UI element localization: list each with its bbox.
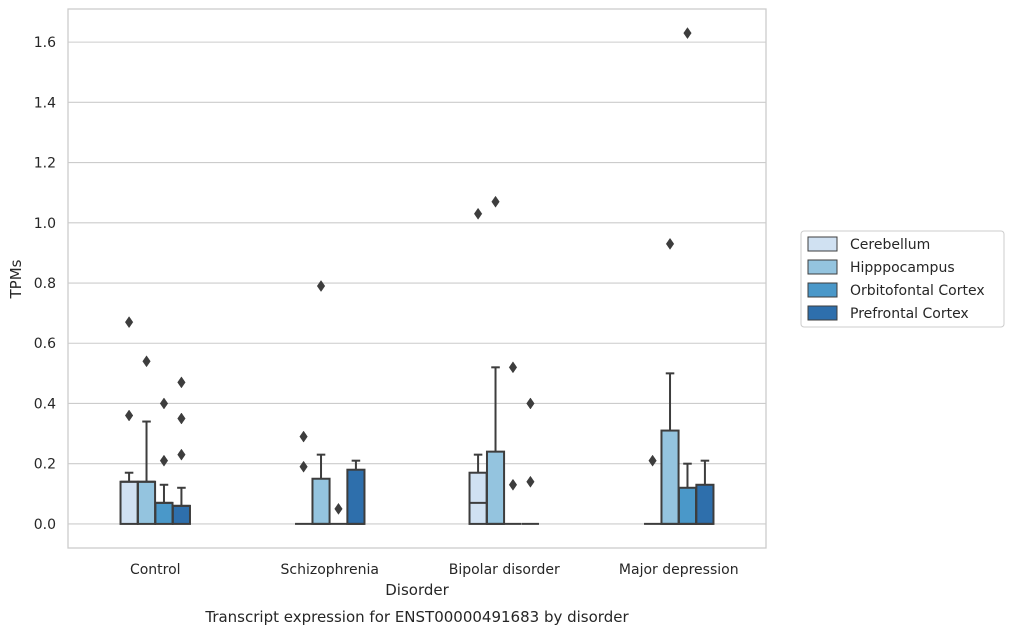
outlier-point	[159, 454, 169, 467]
legend-label: Prefrontal Cortex	[850, 306, 969, 322]
x-tick-label: Major depression	[619, 562, 739, 578]
box-plot	[119, 316, 139, 525]
box-plot	[468, 207, 488, 525]
outlier-point	[142, 355, 151, 368]
y-tick-label: 0.0	[34, 517, 56, 533]
legend-swatch	[807, 305, 838, 321]
legend-label: Orbitofontal Cortex	[850, 283, 985, 299]
y-tick-label: 0.8	[34, 276, 56, 292]
outlier-point	[124, 316, 134, 329]
box	[311, 477, 331, 525]
outlier-point	[491, 195, 500, 208]
outlier-point	[473, 207, 483, 220]
legend-swatch	[807, 282, 838, 298]
outlier-point	[526, 475, 535, 488]
outlier-point	[648, 454, 657, 467]
box-plot	[485, 195, 506, 525]
x-tick-label: Control	[130, 562, 181, 578]
y-tick-label: 1.2	[34, 156, 56, 172]
box	[136, 480, 157, 525]
outlier-point	[124, 409, 134, 422]
legend-label: Hipppocampus	[850, 260, 955, 276]
grid-lines	[68, 41, 766, 525]
outlier-point	[299, 460, 308, 473]
plot-area-frame	[67, 8, 767, 549]
legend-label: Cerebellum	[850, 237, 930, 253]
box-plot	[644, 454, 662, 525]
plot-boxes	[119, 27, 715, 525]
outlier-point	[177, 376, 186, 389]
outlier-point	[316, 280, 326, 292]
y-tick-label: 0.4	[34, 396, 56, 412]
box-plot	[329, 502, 348, 525]
box-plot	[171, 376, 191, 525]
y-tick-label: 1.6	[34, 35, 56, 51]
box	[468, 471, 488, 525]
outlier-point	[508, 361, 518, 374]
box	[695, 483, 715, 525]
chart-title: Transcript expression for ENST0000049168…	[204, 608, 629, 626]
box-plot	[521, 397, 539, 525]
box	[154, 501, 174, 525]
legend: Cerebellum Hipppocampus Orbitofontal Corte…	[800, 230, 1005, 328]
box-plot	[136, 355, 157, 525]
outlier-point	[177, 412, 186, 425]
x-axis-title: Disorder	[385, 581, 449, 599]
outlier-point	[299, 430, 308, 443]
y-tick-labels: 0.0 0.2 0.4 0.6 0.8 1.0 1.2 1.4 1.6	[34, 35, 56, 533]
y-tick-label: 1.4	[34, 95, 56, 111]
box-plot	[504, 361, 522, 525]
outlier-point	[177, 448, 186, 461]
x-tick-label: Schizophrenia	[281, 562, 379, 578]
y-tick-label: 0.6	[34, 336, 56, 352]
box-plot	[311, 280, 331, 525]
outlier-point	[159, 397, 169, 410]
box	[171, 504, 191, 525]
box-plot	[677, 27, 698, 525]
x-tick-label: Bipolar disorder	[449, 562, 560, 578]
outlier-point	[683, 27, 692, 40]
box-plot	[660, 237, 680, 525]
box	[677, 486, 698, 525]
box-plot	[346, 459, 366, 525]
box	[660, 429, 680, 525]
outlier-point	[526, 397, 535, 410]
box-plot	[295, 430, 313, 525]
legend-swatch	[807, 236, 838, 252]
box	[346, 468, 366, 525]
box-plot	[695, 459, 715, 525]
outlier-point	[508, 478, 518, 491]
outlier-point	[665, 237, 675, 250]
y-axis-title: TPMs	[7, 259, 25, 299]
x-tick-labels: Control Schizophrenia Bipolar disorder Majo…	[130, 562, 739, 578]
box-plot	[154, 397, 174, 525]
box	[485, 450, 506, 525]
legend-swatch	[807, 259, 838, 275]
outlier-point	[334, 502, 343, 515]
box	[119, 480, 139, 525]
y-tick-label: 0.2	[34, 457, 56, 473]
y-tick-label: 1.0	[34, 216, 56, 232]
legend-frame	[800, 230, 1005, 328]
